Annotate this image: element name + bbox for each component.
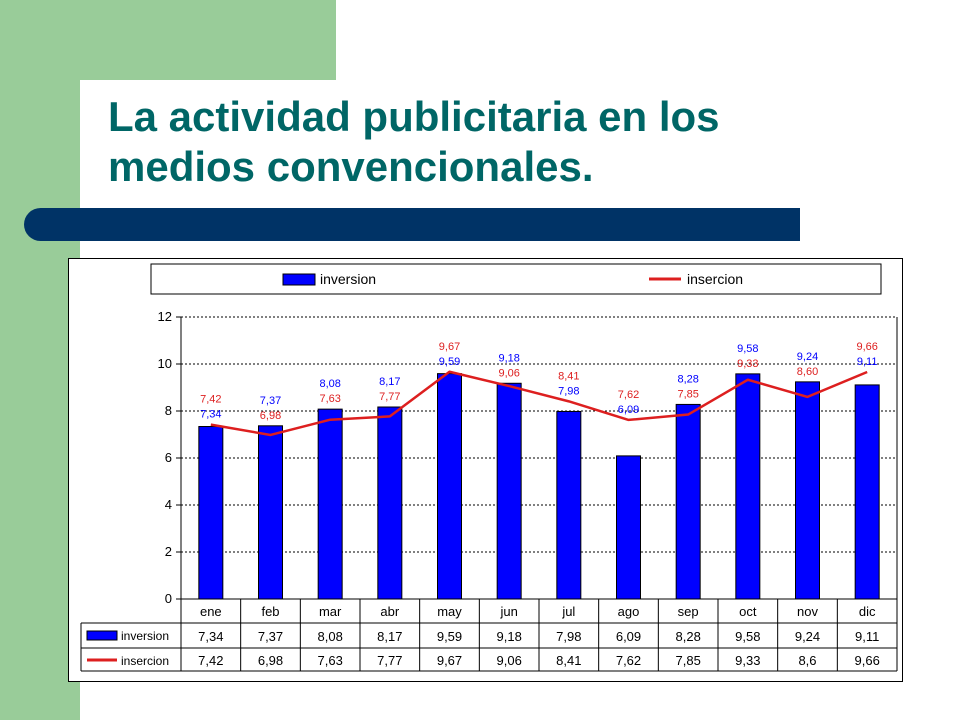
slide-title: La actividad publicitaria en los medios … bbox=[108, 93, 720, 190]
legend-label-inversion: inversion bbox=[320, 271, 376, 287]
table-cell-insercion: 7,42 bbox=[198, 653, 223, 668]
legend-box bbox=[150, 263, 882, 295]
x-tick-label: dic bbox=[859, 604, 876, 619]
bar-inversion bbox=[854, 384, 880, 600]
table-cell-insercion: 8,6 bbox=[798, 653, 816, 668]
table-cell-insercion: 7,63 bbox=[318, 653, 343, 668]
data-label-inversion: 8,17 bbox=[379, 376, 400, 388]
table-cell-inversion: 8,28 bbox=[676, 629, 701, 644]
title-underline-bar bbox=[24, 208, 800, 241]
bar-inversion bbox=[377, 406, 403, 600]
bar-inversion bbox=[675, 403, 701, 600]
chart: inversion insercion 0 2 4 6 8 10 12 7,42 7,34 7,37 6… bbox=[80, 263, 898, 672]
bar-inversion bbox=[496, 382, 522, 600]
x-tick-label: jun bbox=[499, 604, 517, 619]
table-cell-inversion: 7,98 bbox=[556, 629, 581, 644]
table-header-inversion: inversion bbox=[121, 629, 169, 643]
table-cell-inversion: 9,59 bbox=[437, 629, 462, 644]
table-cell-insercion: 9,66 bbox=[855, 653, 880, 668]
table-cell-insercion: 9,06 bbox=[497, 653, 522, 668]
data-label-inversion: 9,24 bbox=[797, 351, 818, 363]
table-cell-insercion: 7,77 bbox=[377, 653, 402, 668]
table-header-insercion: insercion bbox=[121, 654, 169, 668]
data-label-inversion: 9,59 bbox=[439, 356, 460, 368]
x-tick-label: feb bbox=[261, 604, 279, 619]
table-cell-inversion: 9,58 bbox=[735, 629, 760, 644]
data-label-insercion: 7,85 bbox=[677, 388, 698, 400]
x-tick-label: jul bbox=[561, 604, 575, 619]
top-green-band bbox=[80, 0, 336, 80]
data-label-insercion: 9,66 bbox=[856, 341, 877, 353]
data-label-inversion: 9,58 bbox=[737, 343, 758, 355]
data-label-insercion: 7,63 bbox=[319, 393, 340, 405]
table-cell-insercion: 9,33 bbox=[735, 653, 760, 668]
table-cell-inversion: 9,11 bbox=[855, 629, 879, 644]
y-tick-label: 10 bbox=[158, 356, 172, 371]
y-tick-label: 6 bbox=[165, 450, 172, 465]
data-label-insercion: 9,33 bbox=[737, 358, 758, 370]
y-tick-label: 12 bbox=[158, 309, 172, 324]
data-label-insercion: 6,98 bbox=[260, 410, 281, 422]
data-label-inversion: 9,18 bbox=[498, 352, 519, 364]
data-label-inversion: 7,34 bbox=[200, 409, 221, 421]
data-label-inversion: 9,11 bbox=[857, 356, 878, 368]
data-label-inversion: 8,28 bbox=[677, 373, 698, 385]
bar-inversion bbox=[616, 455, 641, 600]
table-cell-insercion: 7,62 bbox=[616, 653, 641, 668]
x-tick-label: nov bbox=[797, 604, 818, 619]
table-cell-inversion: 6,09 bbox=[616, 629, 641, 644]
table-cell-insercion: 7,85 bbox=[676, 653, 701, 668]
y-tick-label: 4 bbox=[165, 497, 172, 512]
table-cell-inversion: 9,24 bbox=[795, 629, 820, 644]
data-label-insercion: 8,60 bbox=[797, 366, 818, 378]
x-tick-label: ene bbox=[200, 604, 222, 619]
x-tick-label: sep bbox=[678, 604, 699, 619]
table-cell-inversion: 7,34 bbox=[198, 629, 223, 644]
table-cell-inversion: 8,08 bbox=[318, 629, 343, 644]
data-label-inversion: 7,37 bbox=[260, 395, 281, 407]
data-label-insercion: 7,77 bbox=[379, 391, 400, 403]
bar-inversion bbox=[317, 408, 343, 600]
data-label-insercion: 7,42 bbox=[200, 394, 221, 406]
bar-inversion bbox=[735, 373, 761, 600]
bar-inversion bbox=[198, 426, 224, 600]
side-green-band bbox=[0, 0, 80, 720]
bar-inversion bbox=[437, 373, 462, 600]
content-corner-curve bbox=[80, 80, 200, 200]
x-tick-label: oct bbox=[739, 604, 757, 619]
y-tick-label: 2 bbox=[165, 544, 172, 559]
x-tick-label: mar bbox=[319, 604, 342, 619]
bar-inversion bbox=[258, 425, 283, 600]
x-tick-label: may bbox=[437, 604, 462, 619]
x-tick-label: ago bbox=[618, 604, 640, 619]
table-swatch-inversion bbox=[86, 630, 118, 641]
data-label-insercion: 9,06 bbox=[498, 367, 519, 379]
data-label-insercion: 8,41 bbox=[558, 370, 579, 382]
table-cell-insercion: 9,67 bbox=[437, 653, 462, 668]
bar-inversion bbox=[556, 410, 582, 600]
table-cell-inversion: 7,37 bbox=[258, 629, 283, 644]
table-cell-insercion: 8,41 bbox=[556, 653, 581, 668]
chart-frame: inversion insercion 0 2 4 6 8 10 12 7,42 7,34 7,37 6… bbox=[68, 258, 903, 682]
legend-swatch-inversion bbox=[282, 273, 316, 286]
legend-label-insercion: insercion bbox=[687, 271, 743, 287]
table-cell-inversion: 8,17 bbox=[377, 629, 402, 644]
data-label-inversion: 8,08 bbox=[319, 378, 340, 390]
y-tick-label: 8 bbox=[165, 403, 172, 418]
table-cell-insercion: 6,98 bbox=[258, 653, 283, 668]
bar-inversion bbox=[795, 381, 820, 600]
line-insercion bbox=[210, 370, 868, 437]
data-label-inversion: 6,09 bbox=[618, 404, 639, 416]
x-tick-label: abr bbox=[380, 604, 399, 619]
data-label-insercion: 9,67 bbox=[439, 341, 460, 353]
data-label-inversion: 7,98 bbox=[558, 385, 579, 397]
data-label-insercion: 7,62 bbox=[618, 389, 639, 401]
y-tick-label: 0 bbox=[165, 591, 172, 606]
table-cell-inversion: 9,18 bbox=[497, 629, 522, 644]
